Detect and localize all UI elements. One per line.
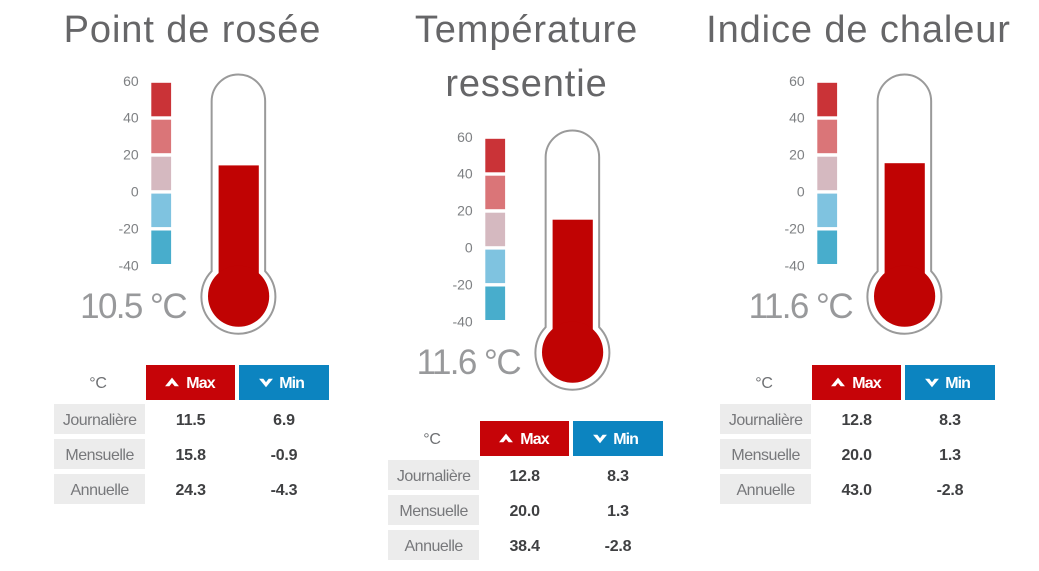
svg-text:-20: -20: [784, 220, 804, 236]
svg-text:40: 40: [457, 166, 473, 182]
svg-text:-40: -40: [452, 313, 472, 329]
svg-text:-20: -20: [118, 220, 138, 236]
svg-text:40: 40: [123, 110, 139, 126]
svg-text:-40: -40: [784, 257, 804, 273]
svg-text:40: 40: [789, 110, 805, 126]
svg-text:-40: -40: [118, 257, 138, 273]
svg-text:0: 0: [797, 184, 805, 200]
svg-text:-20: -20: [452, 276, 472, 292]
svg-text:60: 60: [789, 73, 805, 89]
svg-text:20: 20: [123, 147, 139, 163]
svg-text:60: 60: [457, 129, 473, 145]
svg-text:20: 20: [457, 203, 473, 219]
svg-text:0: 0: [465, 240, 473, 256]
svg-text:60: 60: [123, 73, 139, 89]
svg-text:0: 0: [131, 184, 139, 200]
svg-text:20: 20: [789, 147, 805, 163]
